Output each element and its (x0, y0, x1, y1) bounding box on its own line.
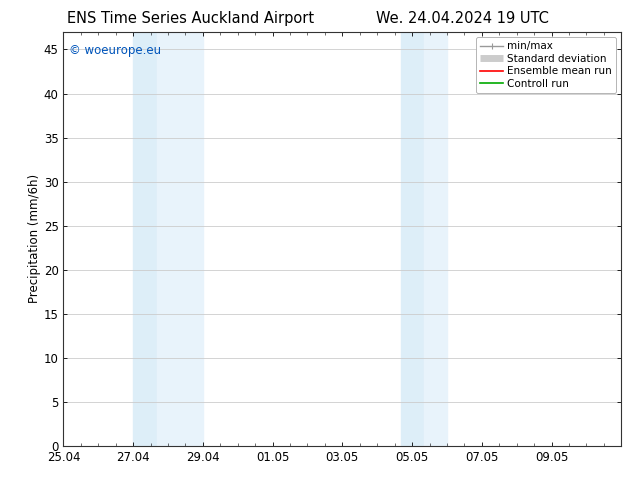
Bar (424, 32, 447, 446)
Y-axis label: Precipitation (mm/6h): Precipitation (mm/6h) (28, 174, 41, 303)
Legend: min/max, Standard deviation, Ensemble mean run, Controll run: min/max, Standard deviation, Ensemble me… (476, 37, 616, 93)
Bar (401, 32, 424, 446)
Bar (157, 32, 203, 446)
Text: ENS Time Series Auckland Airport: ENS Time Series Auckland Airport (67, 11, 314, 26)
Text: © woeurope.eu: © woeurope.eu (69, 44, 161, 57)
Bar (133, 32, 157, 446)
Text: We. 24.04.2024 19 UTC: We. 24.04.2024 19 UTC (377, 11, 549, 26)
